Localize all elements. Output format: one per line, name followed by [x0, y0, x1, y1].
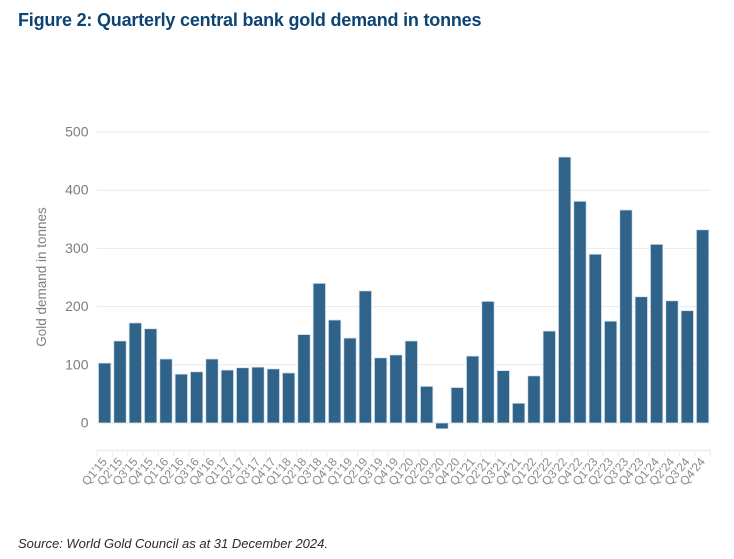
bar: [98, 362, 112, 424]
bar: [420, 385, 434, 424]
bar: [404, 340, 418, 424]
bar: [619, 209, 633, 424]
bar: [220, 369, 234, 424]
bar: [266, 368, 280, 424]
y-tick-label: 400: [65, 182, 89, 198]
bar: [435, 422, 449, 430]
bar: [496, 370, 510, 424]
bar: [328, 319, 342, 424]
bar: [466, 355, 480, 424]
bar: [650, 243, 664, 424]
bar: [680, 310, 694, 424]
bar: [450, 387, 464, 424]
y-axis-labels: 0 100 200 300 400 500: [65, 124, 89, 431]
bar: [205, 358, 219, 424]
bar: [190, 371, 204, 424]
bar: [312, 282, 326, 424]
bar: [527, 375, 541, 424]
bar: [665, 300, 679, 424]
y-axis-title: Gold demand in tonnes: [34, 207, 49, 347]
y-tick-label: 500: [65, 124, 89, 140]
x-axis: [96, 449, 711, 457]
bar: [159, 358, 173, 424]
bar: [128, 322, 142, 424]
bar: [358, 290, 372, 424]
bar: [634, 296, 648, 424]
bar: [389, 354, 403, 424]
bar: [542, 330, 556, 424]
bar: [696, 229, 710, 424]
bar: [374, 357, 388, 424]
gridlines: [97, 131, 711, 424]
bar: [251, 366, 265, 424]
bar: [236, 367, 250, 424]
bar: [512, 402, 526, 424]
bar: [282, 372, 296, 424]
figure-title: Figure 2: Quarterly central bank gold de…: [18, 10, 482, 30]
y-tick-label: 300: [65, 240, 89, 256]
bar: [297, 334, 311, 424]
bar: [113, 340, 127, 424]
x-axis-labels: Q1'15Q2'15Q3'15Q4'15Q1'16Q2'16Q3'16Q4'16…: [79, 455, 708, 488]
bar: [343, 337, 357, 424]
y-tick-label: 200: [65, 298, 89, 314]
y-tick-label: 100: [65, 356, 89, 372]
bar: [144, 328, 158, 424]
bar: [481, 300, 495, 424]
bar-series: [98, 156, 710, 430]
bar: [604, 320, 618, 424]
bar: [174, 373, 188, 424]
y-tick-label: 0: [81, 415, 89, 431]
source-note: Source: World Gold Council as at 31 Dece…: [18, 536, 328, 551]
bar: [573, 200, 587, 424]
bar: [558, 156, 572, 424]
bar: [588, 253, 602, 424]
